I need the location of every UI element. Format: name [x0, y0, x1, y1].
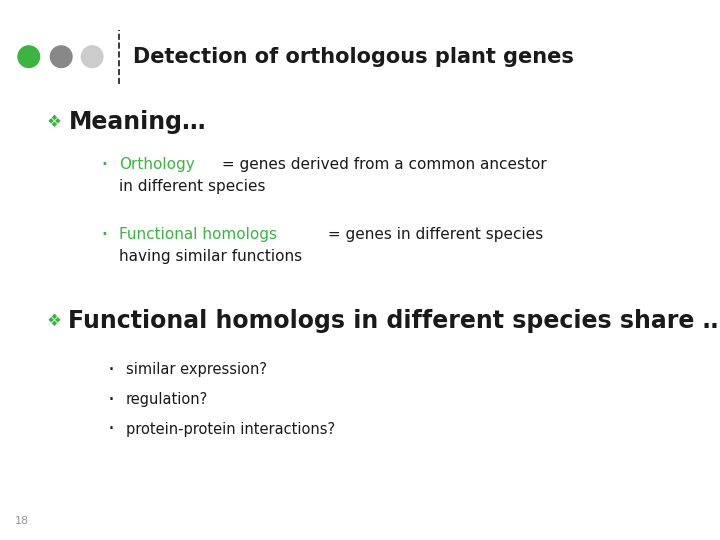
Text: in different species: in different species [119, 179, 265, 194]
Text: = genes derived from a common ancestor: = genes derived from a common ancestor [217, 157, 546, 172]
Text: regulation?: regulation? [126, 392, 208, 407]
Text: similar expression?: similar expression? [126, 362, 267, 377]
Ellipse shape [50, 46, 72, 68]
Text: ·: · [100, 223, 109, 247]
Text: Meaning…: Meaning… [68, 110, 206, 133]
Text: Detection of orthologous plant genes: Detection of orthologous plant genes [133, 46, 574, 67]
Text: 18: 18 [14, 516, 29, 526]
Text: Functional homologs: Functional homologs [119, 227, 276, 242]
Text: protein-protein interactions?: protein-protein interactions? [126, 422, 335, 437]
Text: ❖: ❖ [47, 112, 61, 131]
Text: Orthology: Orthology [119, 157, 194, 172]
Ellipse shape [81, 46, 103, 68]
Ellipse shape [18, 46, 40, 68]
Text: having similar functions: having similar functions [119, 249, 302, 264]
Text: = genes in different species: = genes in different species [323, 227, 543, 242]
Text: ·: · [108, 419, 115, 440]
Text: ·: · [100, 153, 109, 177]
Text: ·: · [108, 389, 115, 410]
Text: ❖: ❖ [47, 312, 61, 330]
Text: Functional homologs in different species share …: Functional homologs in different species… [68, 309, 720, 333]
Text: ·: · [108, 360, 115, 380]
